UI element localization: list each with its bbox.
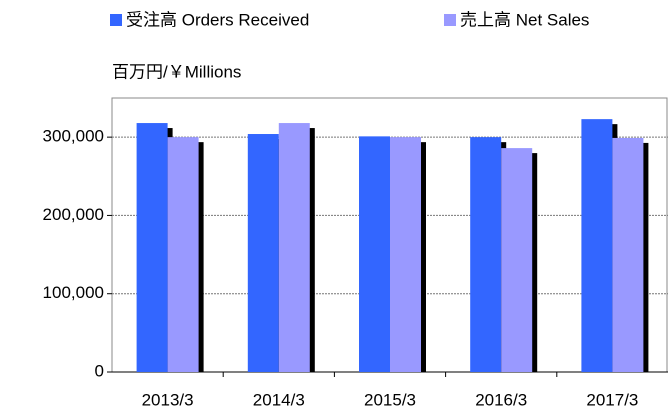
bar [278,123,310,373]
x-tick-label: 2013/3 [142,390,194,409]
x-tick-label: 2017/3 [586,390,638,409]
bar [136,123,168,373]
x-tick-label: 2014/3 [253,390,305,409]
y-tick-label: 0 [95,361,104,380]
y-tick-label: 200,000 [43,205,104,224]
bar [247,134,279,372]
legend-label: 受注高 Orders Received [126,10,309,29]
bar [390,137,421,372]
x-tick-label: 2016/3 [475,390,527,409]
legend-label: 売上高 Net Sales [460,10,589,29]
bar [612,137,644,372]
y-axis-label: 百万円/￥Millions [112,62,241,81]
bar [359,136,390,372]
legend-swatch [444,14,456,26]
y-tick-label: 300,000 [43,127,104,146]
bar [470,137,502,372]
x-tick-label: 2015/3 [364,390,416,409]
bar [581,119,613,372]
bar [167,137,199,372]
bar [501,148,533,372]
legend-swatch [110,14,122,26]
y-tick-label: 100,000 [43,283,104,302]
